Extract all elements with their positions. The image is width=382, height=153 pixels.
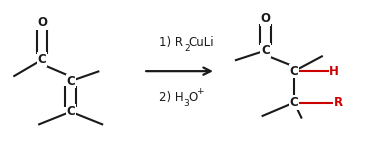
Text: O: O	[188, 91, 197, 104]
Text: 2: 2	[185, 44, 190, 53]
Text: H: H	[329, 65, 339, 78]
Text: +: +	[196, 87, 204, 96]
Text: C: C	[38, 53, 46, 66]
Text: C: C	[290, 96, 298, 109]
Text: C: C	[261, 44, 270, 57]
Text: O: O	[37, 17, 47, 29]
Text: C: C	[290, 65, 298, 78]
Text: 2) H: 2) H	[159, 91, 183, 104]
Text: C: C	[66, 75, 75, 88]
Text: O: O	[261, 12, 270, 25]
Text: C: C	[66, 105, 75, 118]
Text: CuLi: CuLi	[189, 36, 214, 49]
Text: 1) R: 1) R	[159, 36, 183, 49]
Text: 3: 3	[183, 99, 189, 108]
Text: R: R	[333, 96, 343, 109]
